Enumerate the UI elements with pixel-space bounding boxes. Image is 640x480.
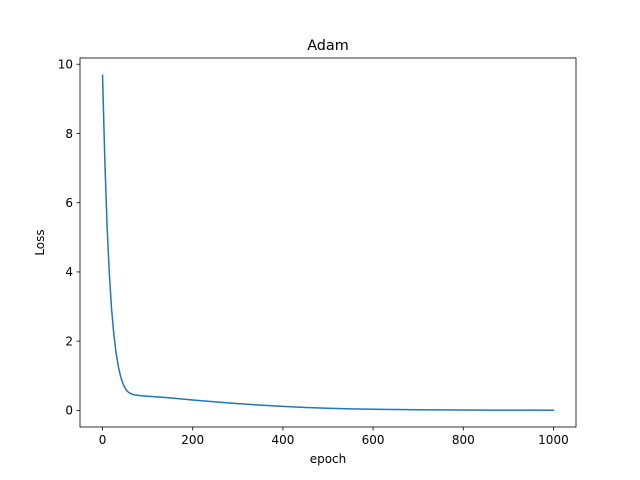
y-axis-ticks: 0 2 4 6 8 10 [58, 58, 80, 418]
x-tick-label: 400 [271, 433, 294, 447]
x-tick-label: 200 [181, 433, 204, 447]
y-tick-label: 6 [65, 196, 73, 210]
x-axis-label: epoch [310, 452, 347, 466]
x-tick-label: 1000 [538, 433, 569, 447]
x-tick-label: 800 [452, 433, 475, 447]
x-axis-ticks: 0 200 400 600 800 1000 [99, 427, 569, 447]
y-tick-label: 0 [65, 404, 73, 418]
x-tick-label: 0 [99, 433, 107, 447]
x-tick-label: 600 [362, 433, 385, 447]
series-line-0 [101, 74, 555, 411]
plot-area [79, 57, 577, 428]
y-axis-label: Loss [33, 229, 47, 255]
y-tick-label: 8 [65, 127, 73, 141]
y-tick-label: 4 [65, 265, 73, 279]
y-tick-label: 2 [65, 334, 73, 348]
plot-frame [79, 57, 577, 428]
chart-title: Adam [307, 38, 349, 54]
y-tick-label: 10 [58, 58, 73, 72]
